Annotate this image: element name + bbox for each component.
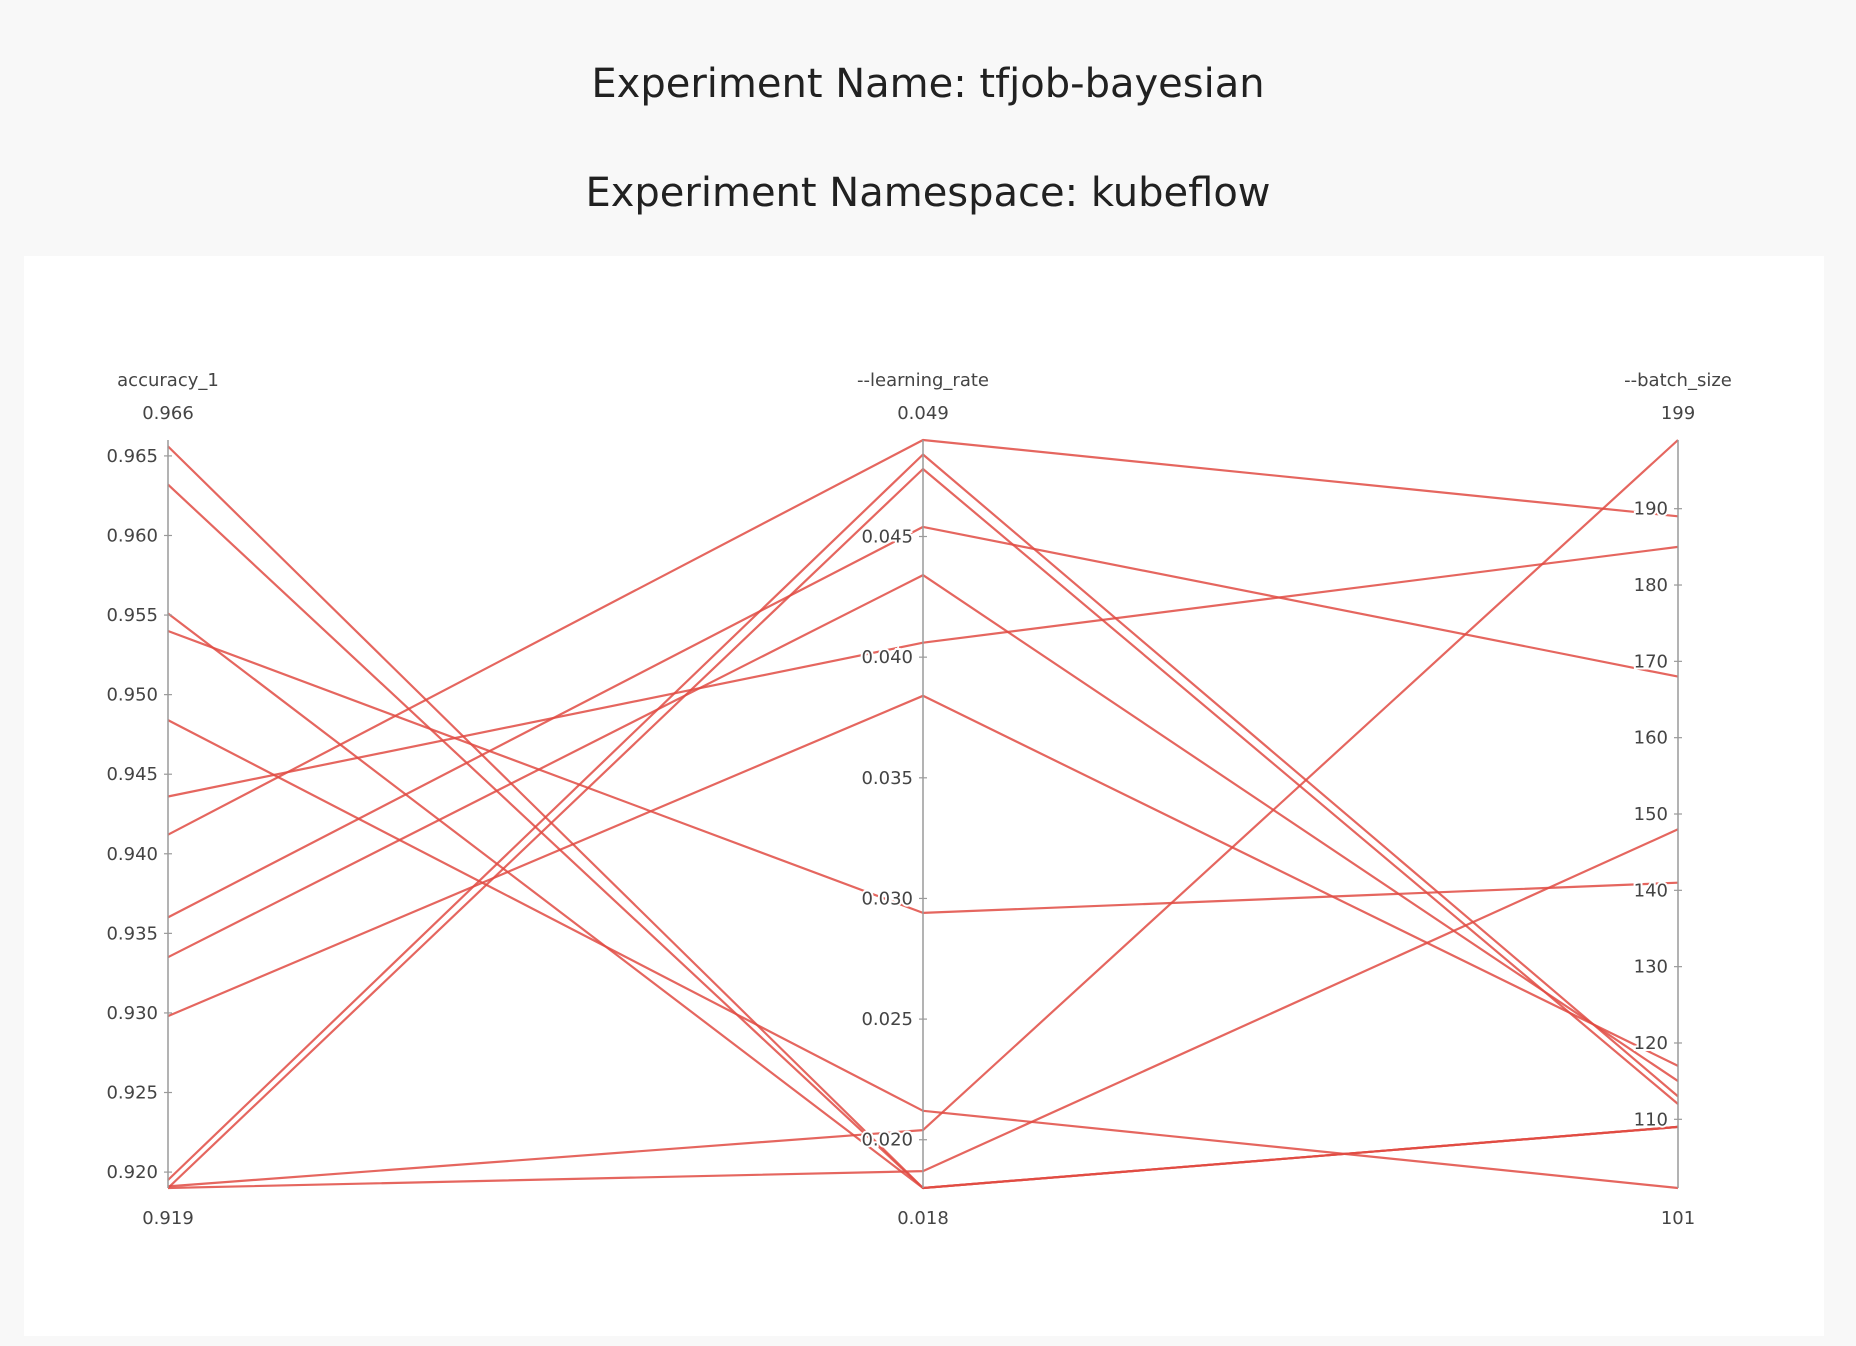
axis-tick-label: 140: [1634, 880, 1668, 901]
axis-tick-label: 0.035: [861, 768, 913, 789]
experiment-name-title: Experiment Name: tfjob-bayesian: [591, 61, 1265, 107]
axis-range-max-label: 0.049: [897, 403, 949, 424]
axis-title: --batch_size: [1624, 370, 1732, 391]
parallel-coordinates-svg: accuracy_1 0.966 0.919 0.920 0.925 0.930 0.935…: [104, 370, 1732, 1229]
axis-range-max-label: 0.966: [142, 403, 194, 424]
experiment-namespace-title: Experiment Namespace: kubeflow: [585, 170, 1271, 216]
axis-tick-label: 0.945: [106, 764, 158, 785]
axis-tick-label: 170: [1634, 651, 1668, 672]
axis-tick-label: 0.045: [861, 527, 913, 548]
axis-tick-label: 0.940: [106, 844, 158, 865]
axis-tick-label: 0.925: [106, 1083, 158, 1104]
axis-2: --learning_rate 0.049 0.018 0.020 0.025 0.030…: [857, 370, 989, 1229]
axis-tick-label: 0.955: [106, 605, 158, 626]
axis-tick-label: 0.025: [861, 1009, 913, 1030]
axis-range-min-label: 0.018: [897, 1208, 949, 1229]
axis-title: accuracy_1: [117, 370, 219, 391]
parallel-coordinates-plot: accuracy_1 0.966 0.919 0.920 0.925 0.930 0.935…: [24, 256, 1824, 1336]
axis-tick-label: 0.950: [106, 685, 158, 706]
axis-tick-label: 160: [1634, 728, 1668, 749]
axis-tick-label: 190: [1634, 499, 1668, 520]
axis-tick-label: 0.040: [861, 647, 913, 668]
axis-tick-label: 150: [1634, 804, 1668, 825]
axis-tick-label: 0.935: [106, 923, 158, 944]
axis-tick-label: 0.960: [106, 525, 158, 546]
axis-range-min-label: 0.919: [142, 1208, 194, 1229]
axis-tick-label: 130: [1634, 957, 1668, 978]
axis-tick-label: 0.930: [106, 1003, 158, 1024]
axis-tick-label: 0.965: [106, 446, 158, 467]
axis-tick-label: 0.030: [861, 888, 913, 909]
axis-tick-label: 180: [1634, 575, 1668, 596]
axis-1: accuracy_1 0.966 0.919 0.920 0.925 0.930 0.935…: [104, 370, 219, 1229]
axis-range-min-label: 101: [1661, 1208, 1695, 1229]
axis-tick-label: 0.920: [106, 1162, 158, 1183]
axis-title: --learning_rate: [857, 370, 989, 391]
axis-tick-label: 0.020: [861, 1130, 913, 1151]
axis-range-max-label: 199: [1661, 403, 1695, 424]
axis-tick-label: 110: [1634, 1109, 1668, 1130]
axis-3: --batch_size 199 101 110 120 130 140 150 160 170 1…: [1624, 370, 1732, 1229]
axis-tick-label: 120: [1634, 1033, 1668, 1054]
